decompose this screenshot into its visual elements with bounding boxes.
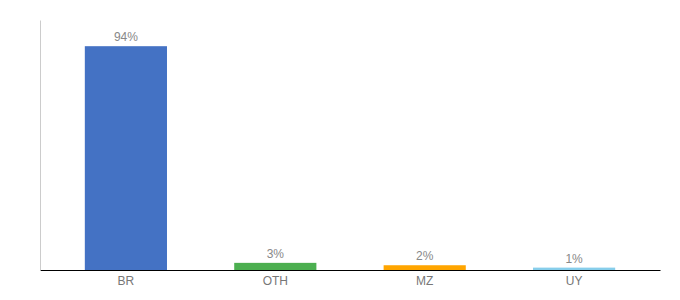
x-tick: MZ: [416, 274, 433, 288]
x-axis: BR OTH MZ UY: [41, 271, 661, 288]
x-tick-label: BR: [118, 274, 135, 288]
data-labels: 94% 3% 2% 1%: [114, 30, 583, 265]
x-tick: UY: [566, 274, 583, 288]
x-tick-label: UY: [566, 274, 583, 288]
data-label: 2%: [416, 249, 434, 263]
bar: [234, 263, 316, 270]
x-tick: OTH: [263, 274, 288, 288]
data-label: 3%: [267, 247, 285, 261]
y-axis: [40, 21, 41, 271]
y-axis-line: [40, 21, 41, 271]
chart-svg: BR OTH MZ UY 94% 3% 2% 1%: [0, 0, 680, 300]
data-label: 1%: [565, 252, 583, 266]
plot-area: BR OTH MZ UY 94% 3% 2% 1%: [41, 21, 661, 288]
data-label: 94%: [114, 30, 138, 44]
x-tick: BR: [118, 274, 135, 288]
bars: [85, 46, 615, 270]
bar: [384, 265, 466, 270]
bar: [85, 46, 167, 270]
bar: [533, 268, 615, 270]
x-tick-label: OTH: [263, 274, 288, 288]
x-axis-line: [41, 270, 661, 271]
x-tick-label: MZ: [416, 274, 433, 288]
chart-container: BR OTH MZ UY 94% 3% 2% 1%: [0, 0, 680, 300]
